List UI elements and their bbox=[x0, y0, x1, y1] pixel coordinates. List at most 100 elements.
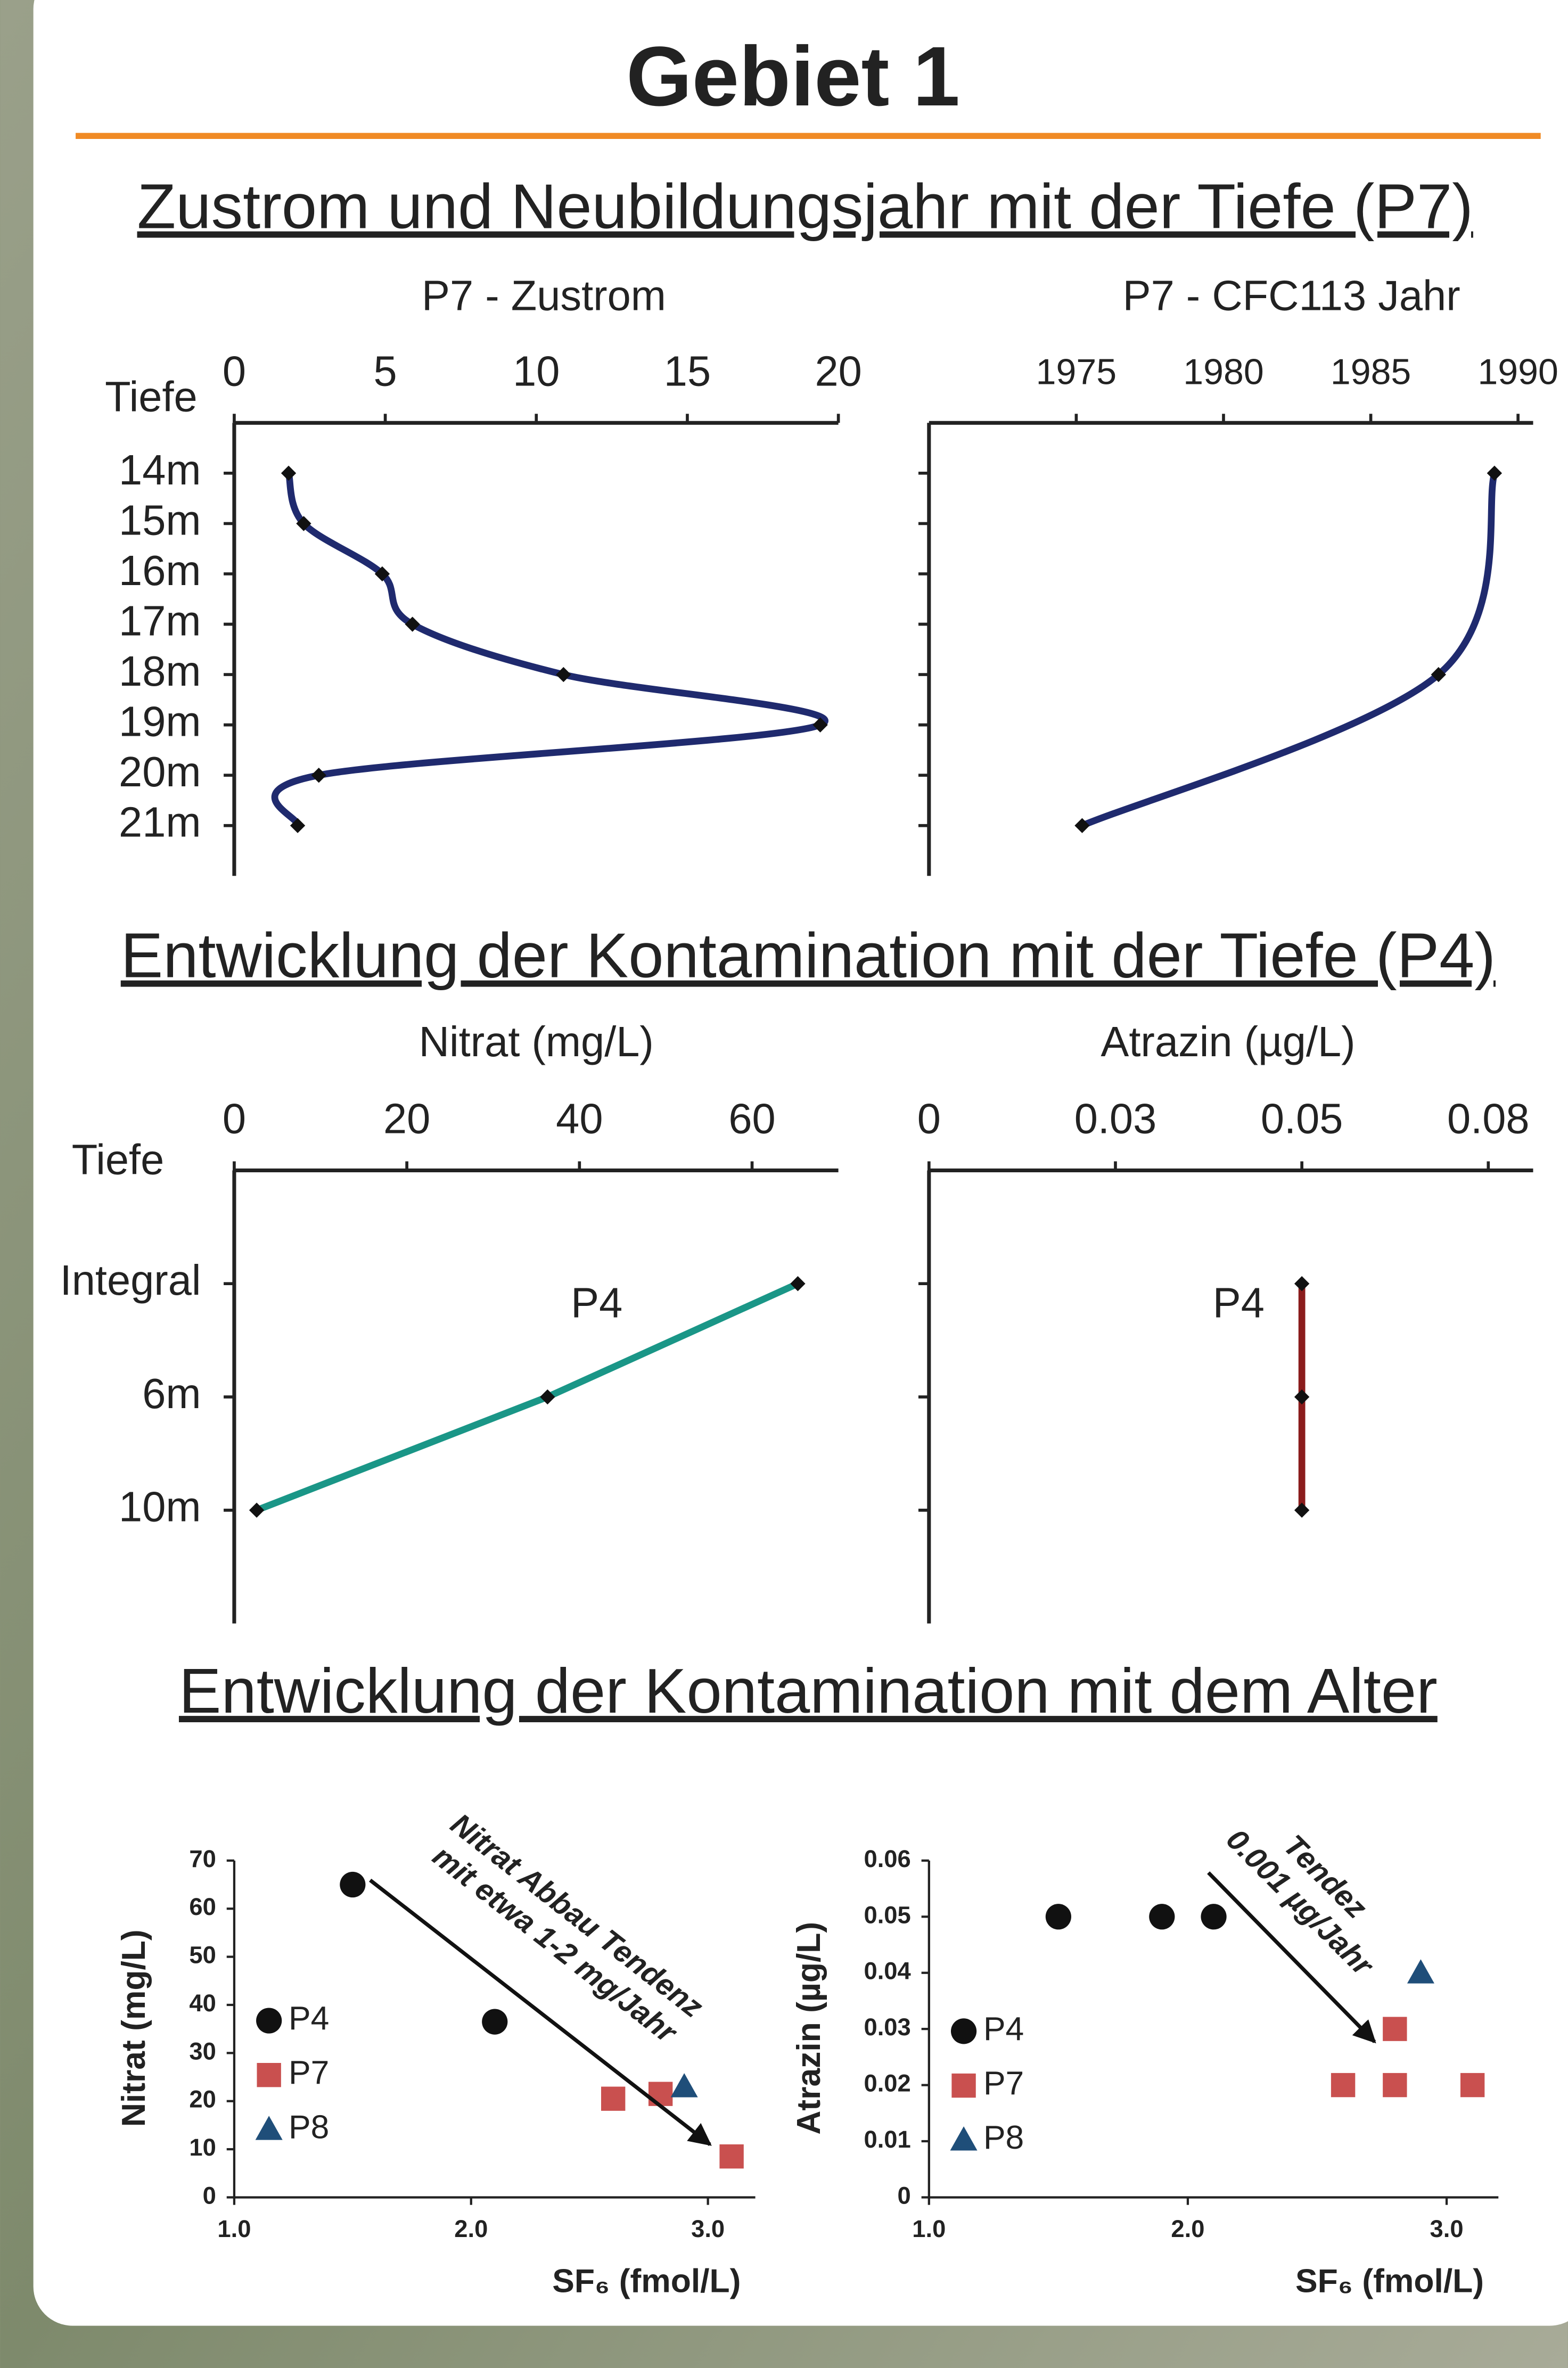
legend-marker bbox=[257, 2062, 281, 2087]
chart-title: Nitrat (mg/L) bbox=[419, 1018, 654, 1065]
y-tick-label: 16m bbox=[119, 547, 201, 594]
data-point bbox=[601, 2086, 626, 2111]
y-tick-label: 0.01 bbox=[864, 2126, 910, 2153]
data-point bbox=[1074, 818, 1090, 833]
legend-marker bbox=[255, 2116, 283, 2140]
data-point bbox=[296, 516, 311, 531]
x-tick-label: 3.0 bbox=[691, 2215, 725, 2242]
y-tick-label: 0.04 bbox=[864, 1958, 910, 1985]
chart-title: Atrazin (µg/L) bbox=[1101, 1018, 1355, 1065]
section-heading: Zustrom und Neubildungsjahr mit der Tief… bbox=[137, 171, 1473, 242]
x-tick-label: 20 bbox=[383, 1095, 430, 1142]
panel bbox=[33, 0, 1568, 2326]
y-axis-label: Nitrat (mg/L) bbox=[116, 1929, 152, 2127]
chart-title: P7 - CFC113 Jahr bbox=[1123, 272, 1460, 319]
y-axis-label: Tiefe bbox=[72, 1136, 165, 1183]
x-tick-label: 0.05 bbox=[1261, 1095, 1343, 1142]
y-tick-label: 20 bbox=[189, 2086, 216, 2113]
data-point bbox=[1407, 1959, 1434, 1984]
section-heading: Entwicklung der Kontamination mit der Ti… bbox=[121, 920, 1496, 991]
y-tick-label: 15m bbox=[119, 496, 201, 544]
data-point bbox=[670, 2073, 698, 2098]
legend-label: P4 bbox=[289, 2000, 329, 2037]
y-axis-label: Atrazin (µg/L) bbox=[791, 1922, 827, 2135]
annotation: P4 bbox=[1213, 1279, 1265, 1327]
y-tick-label: 0 bbox=[203, 2182, 216, 2209]
x-tick-label: 2.0 bbox=[1171, 2215, 1204, 2242]
x-tick-label: 1980 bbox=[1183, 351, 1263, 392]
y-tick-label: 0 bbox=[898, 2182, 911, 2209]
x-tick-label: 40 bbox=[556, 1095, 603, 1142]
data-point bbox=[1201, 1904, 1227, 1930]
trend-arrow bbox=[369, 1878, 712, 2146]
x-tick-label: 0.08 bbox=[1447, 1095, 1530, 1142]
data-point bbox=[1460, 2073, 1485, 2098]
data-point bbox=[648, 2082, 673, 2106]
data-point bbox=[281, 465, 297, 481]
data-point bbox=[1383, 2017, 1407, 2041]
page-title: Gebiet 1 bbox=[626, 29, 960, 124]
data-line bbox=[271, 472, 828, 827]
y-tick-label: 60 bbox=[189, 1893, 216, 1920]
x-tick-label: 2.0 bbox=[454, 2215, 488, 2242]
data-line bbox=[1080, 472, 1498, 829]
y-tick-label: 10 bbox=[189, 2134, 216, 2161]
y-tick-label: Integral bbox=[60, 1256, 201, 1304]
data-point bbox=[374, 566, 390, 582]
x-tick-label: 20 bbox=[815, 347, 861, 394]
data-point bbox=[1149, 1904, 1175, 1930]
y-tick-label: 17m bbox=[119, 597, 201, 645]
y-tick-label: 20m bbox=[119, 748, 201, 795]
legend-marker bbox=[951, 2073, 976, 2098]
x-tick-label: 15 bbox=[664, 347, 711, 394]
legend-marker bbox=[950, 2018, 977, 2044]
y-tick-label: 19m bbox=[119, 698, 201, 745]
legend-label: P4 bbox=[983, 2011, 1024, 2048]
data-point bbox=[1331, 2073, 1356, 2098]
data-point bbox=[1383, 2073, 1407, 2098]
y-tick-label: 40 bbox=[189, 1989, 216, 2017]
y-tick-label: 6m bbox=[142, 1370, 201, 1417]
x-tick-label: 3.0 bbox=[1430, 2215, 1464, 2242]
x-axis-label: SF₆ (fmol/L) bbox=[1295, 2263, 1484, 2300]
y-tick-label: 30 bbox=[189, 2037, 216, 2065]
y-tick-label: 50 bbox=[189, 1942, 216, 1969]
x-tick-label: 0 bbox=[917, 1095, 941, 1142]
data-point bbox=[290, 818, 306, 833]
data-point bbox=[1045, 1904, 1071, 1930]
y-tick-label: 0.03 bbox=[864, 2013, 910, 2041]
annotation: P4 bbox=[571, 1279, 622, 1327]
x-tick-label: 1975 bbox=[1036, 351, 1117, 392]
x-tick-label: 60 bbox=[728, 1095, 775, 1142]
x-tick-label: 5 bbox=[374, 347, 397, 394]
legend-marker bbox=[256, 2008, 282, 2034]
y-tick-label: 18m bbox=[119, 647, 201, 695]
legend-label: P7 bbox=[983, 2065, 1024, 2102]
y-tick-label: 10m bbox=[119, 1483, 201, 1531]
y-tick-label: 0.05 bbox=[864, 1901, 910, 1928]
trend-arrow bbox=[1207, 1871, 1376, 2044]
x-axis-label: SF₆ (fmol/L) bbox=[552, 2263, 741, 2300]
y-tick-label: 21m bbox=[119, 799, 201, 846]
legend-label: P8 bbox=[983, 2119, 1024, 2156]
y-axis-label: Tiefe bbox=[105, 373, 198, 421]
x-tick-label: 10 bbox=[513, 347, 560, 394]
x-tick-label: 0 bbox=[223, 347, 246, 394]
data-point bbox=[482, 2009, 508, 2035]
x-tick-label: 1.0 bbox=[217, 2215, 251, 2242]
y-tick-label: 0.06 bbox=[864, 1845, 910, 1872]
x-tick-label: 1985 bbox=[1331, 351, 1411, 392]
legend-marker bbox=[950, 2126, 978, 2151]
legend-label: P8 bbox=[289, 2109, 329, 2145]
legend-label: P7 bbox=[289, 2054, 329, 2091]
y-tick-label: 70 bbox=[189, 1845, 216, 1872]
data-point bbox=[340, 1871, 366, 1898]
data-point bbox=[790, 1276, 806, 1292]
x-tick-label: 0.03 bbox=[1074, 1095, 1157, 1142]
x-tick-label: 1990 bbox=[1477, 351, 1558, 392]
data-point bbox=[719, 2144, 744, 2169]
y-tick-label: 14m bbox=[119, 446, 201, 494]
section-heading: Entwicklung der Kontamination mit dem Al… bbox=[179, 1656, 1438, 1726]
